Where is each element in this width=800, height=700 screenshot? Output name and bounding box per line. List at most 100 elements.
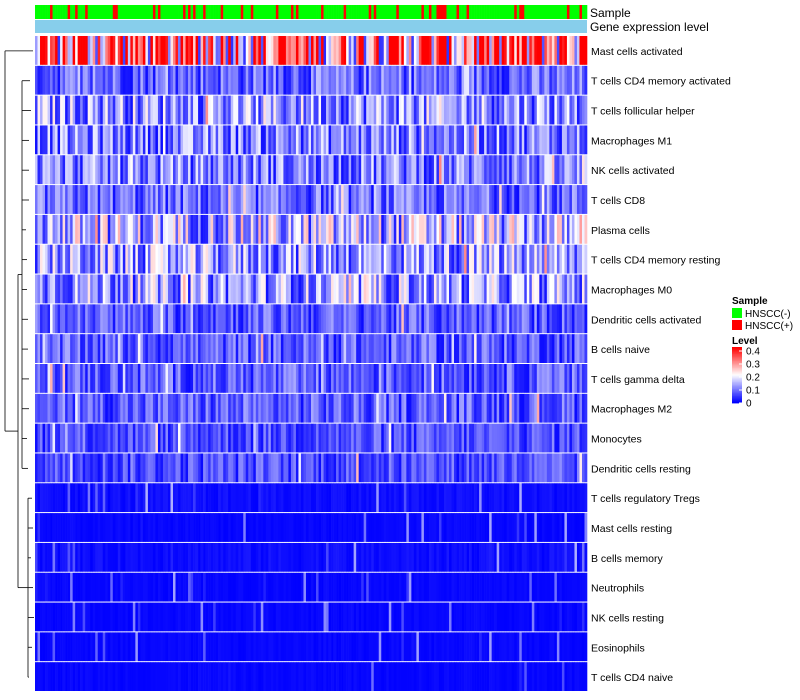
heatmap-cell	[393, 65, 397, 95]
heatmap-cell	[574, 364, 578, 393]
heatmap-cell	[391, 36, 395, 65]
heatmap-cell	[438, 95, 442, 125]
heatmap-cell	[115, 513, 119, 542]
heatmap-cell	[82, 304, 86, 334]
heatmap-cell	[40, 632, 43, 662]
heatmap-cell	[391, 155, 395, 185]
heatmap-cell	[283, 364, 287, 393]
heatmap-cell	[95, 155, 99, 185]
heatmap-cell	[581, 274, 585, 304]
heatmap-cell	[316, 602, 319, 632]
sample-annotation-cell	[145, 5, 149, 19]
heatmap-cell	[511, 214, 515, 244]
heatmap-cell	[42, 125, 46, 155]
heatmap-cell	[494, 483, 497, 513]
heatmap-cell	[223, 572, 226, 602]
heatmap-cell	[559, 602, 563, 632]
heatmap-cell	[336, 155, 339, 185]
heatmap-cell	[506, 95, 510, 125]
heatmap-cell	[150, 36, 154, 65]
heatmap-cell	[82, 632, 86, 662]
heatmap-cell	[230, 364, 234, 393]
heatmap-cell	[564, 244, 568, 274]
heatmap-cell	[426, 185, 430, 214]
heatmap-cell	[411, 244, 415, 274]
sample-annotation-cell	[112, 5, 116, 19]
sample-annotation-cell	[40, 5, 43, 19]
heatmap-cell	[433, 483, 437, 513]
heatmap-cell	[170, 364, 174, 393]
heatmap-cell	[80, 214, 83, 244]
heatmap-cell	[100, 572, 104, 602]
heatmap-cell	[145, 513, 149, 542]
heatmap-cell	[67, 185, 71, 214]
heatmap-cell	[451, 185, 455, 214]
heatmap-cell	[188, 65, 191, 95]
heatmap-cell	[318, 304, 322, 334]
heatmap-cell	[423, 453, 427, 483]
heatmap-cell	[431, 155, 435, 185]
heatmap-cell	[501, 602, 505, 632]
heatmap-cell	[499, 65, 502, 95]
heatmap-cell	[150, 334, 154, 363]
heatmap-cell	[574, 185, 578, 214]
heatmap-cell	[331, 155, 334, 185]
heatmap-cell	[509, 155, 513, 185]
heatmap-cell	[386, 364, 390, 393]
heatmap-cell	[238, 364, 242, 393]
heatmap-cell	[82, 185, 86, 214]
heatmap-cell	[125, 572, 129, 602]
heatmap-cell	[140, 155, 144, 185]
heatmap-cell	[551, 274, 555, 304]
heatmap-cell	[474, 95, 477, 125]
heatmap-cell	[383, 364, 387, 393]
heatmap-cell	[248, 393, 252, 423]
heatmap-cell	[378, 65, 382, 95]
heatmap-cell	[132, 36, 136, 65]
heatmap-cell	[449, 602, 452, 632]
heatmap-cell	[529, 185, 533, 214]
heatmap-cell	[225, 155, 229, 185]
heatmap-cell	[248, 214, 252, 244]
heatmap-cell	[579, 572, 583, 602]
heatmap-cell	[130, 214, 134, 244]
heatmap-cell	[381, 185, 385, 214]
heatmap-cell	[504, 334, 508, 363]
heatmap-cell	[185, 453, 189, 483]
heatmap-cell	[60, 95, 63, 125]
heatmap-cell	[524, 304, 528, 334]
heatmap-cell	[112, 513, 116, 542]
heatmap-cell	[529, 602, 533, 632]
heatmap-cell	[228, 95, 232, 125]
sample-annotation-cell	[52, 5, 56, 19]
heatmap-cell	[464, 542, 467, 572]
heatmap-cell	[526, 632, 530, 662]
heatmap-cell	[323, 572, 327, 602]
heatmap-cell	[147, 36, 151, 65]
heatmap-cell	[47, 36, 51, 65]
heatmap-cell	[100, 65, 104, 95]
heatmap-cell	[185, 155, 189, 185]
heatmap-cell	[579, 155, 583, 185]
heatmap-cell	[338, 453, 342, 483]
heatmap-cell	[228, 334, 232, 363]
heatmap-cell	[476, 125, 480, 155]
heatmap-cell	[311, 334, 314, 363]
heatmap-cell	[378, 602, 382, 632]
heatmap-cell	[519, 65, 523, 95]
heatmap-cell	[491, 185, 495, 214]
heatmap-cell	[348, 602, 352, 632]
heatmap-cell	[260, 334, 264, 363]
heatmap-cell	[145, 572, 149, 602]
heatmap-cell	[393, 274, 397, 304]
heatmap-cell	[313, 274, 317, 304]
heatmap-cell	[346, 602, 349, 632]
heatmap-cell	[571, 185, 575, 214]
heatmap-cell	[511, 125, 515, 155]
heatmap-cell	[188, 662, 191, 691]
heatmap-cell	[225, 632, 229, 662]
heatmap-cell	[100, 36, 104, 65]
heatmap-cell	[529, 155, 533, 185]
heatmap-cell	[285, 244, 289, 274]
sample-annotation-cell	[198, 5, 201, 19]
